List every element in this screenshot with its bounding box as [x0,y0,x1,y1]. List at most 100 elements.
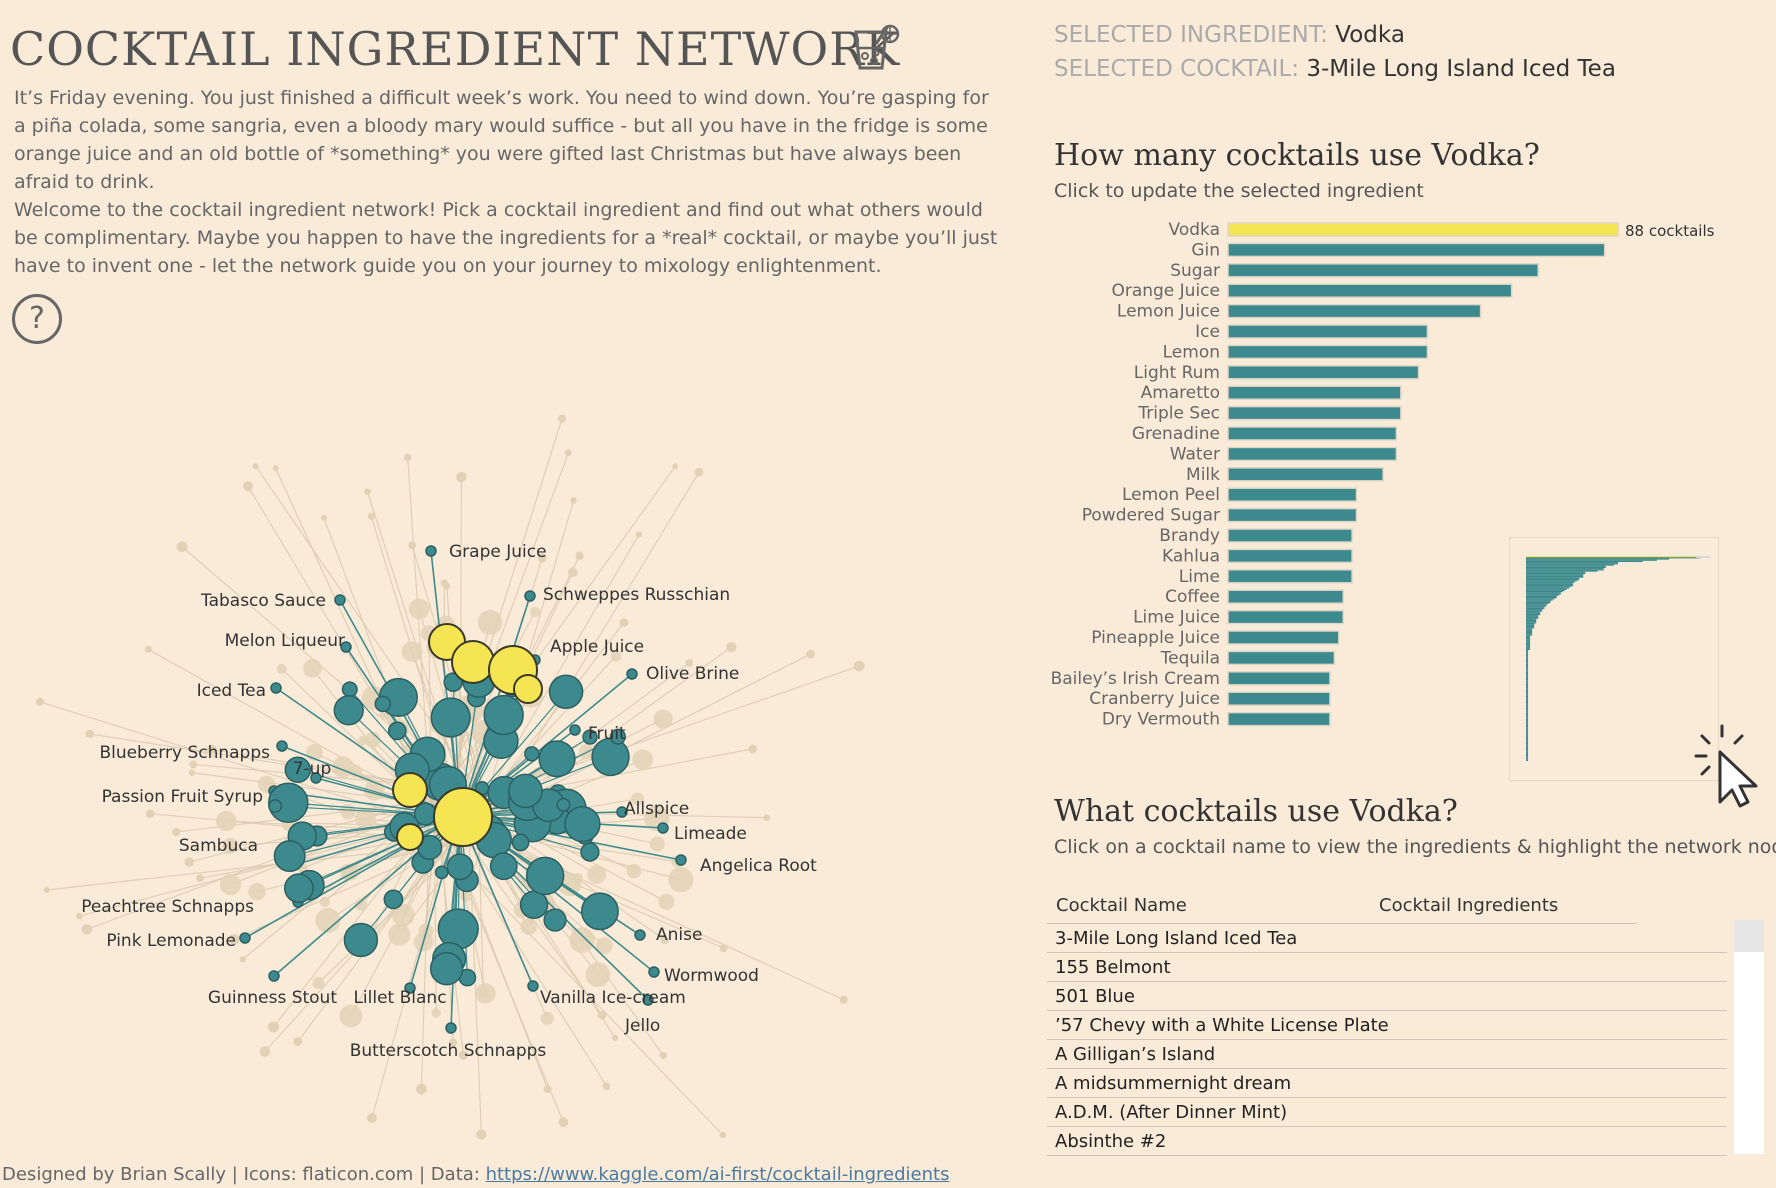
ingredient-node[interactable] [580,842,600,862]
table-row[interactable]: A.D.M. (After Dinner Mint) [1047,1098,1727,1127]
bar-24[interactable] [1227,711,1331,727]
ingredient-node[interactable] [564,805,601,843]
ingredient-overview-chart[interactable] [1509,537,1719,781]
question-circle-icon[interactable]: ? [12,294,62,344]
bar-20[interactable] [1227,630,1340,645]
selected-ingredient-node[interactable] [433,787,493,847]
bar-16[interactable] [1227,548,1353,564]
ingredient-node[interactable] [383,889,404,910]
ingredient-node[interactable] [429,951,464,986]
ingredient-node[interactable] [580,892,619,931]
ingredient-node[interactable] [333,695,364,726]
bar-2[interactable] [1227,263,1539,278]
mini-bar-138 [1526,722,1529,724]
ingredient-node[interactable] [374,695,392,713]
ingredient-node[interactable] [648,966,660,978]
ingredient-node[interactable] [616,806,628,818]
ingredient-node[interactable] [519,890,549,919]
ingredient-network[interactable]: Grape Juice Schweppes Russchian Tabasco Sa… [0,300,1000,1160]
ingredient-node[interactable] [508,773,543,809]
ingredient-node[interactable] [340,641,352,653]
bar-13[interactable] [1227,487,1358,502]
ingredient-node[interactable] [273,840,306,873]
ingredient-node[interactable] [284,756,312,783]
ingredient-node[interactable] [268,782,309,824]
ingredient-node[interactable] [404,982,416,994]
table-row[interactable]: A Gilligan’s Island [1047,1040,1727,1069]
ingredient-node[interactable] [548,674,584,710]
column-header-ingredients[interactable]: Cocktail Ingredients [1379,895,1559,916]
ingredient-node[interactable] [525,856,565,896]
bar-11[interactable] [1227,446,1398,462]
table-row[interactable]: 3-Mile Long Island Iced Tea [1047,924,1727,953]
ingredient-node[interactable] [543,908,567,932]
ingredient-node[interactable] [343,922,379,958]
bar-6[interactable] [1227,344,1429,360]
bar-1[interactable] [1227,242,1606,258]
ingredient-node[interactable] [538,740,576,778]
ingredient-node[interactable] [569,724,581,736]
ingredient-node[interactable] [268,799,283,814]
ingredient-node[interactable] [445,1022,457,1034]
bar-7[interactable] [1227,365,1420,380]
cocktail-ingredient-node[interactable] [392,772,428,808]
bar-5[interactable] [1227,324,1429,339]
bar-22[interactable] [1227,671,1331,686]
cocktail-ingredient-node[interactable] [396,823,424,851]
ingredient-node[interactable] [634,929,646,941]
ingredient-node[interactable] [239,932,251,944]
column-header-name[interactable]: Cocktail Name [1056,895,1187,916]
bar-21[interactable] [1227,650,1336,666]
ingredient-node[interactable] [434,865,449,880]
ingredient-node[interactable] [268,970,280,982]
ingredient-node[interactable] [591,737,630,777]
bar-10[interactable] [1227,426,1398,441]
table-row[interactable]: 501 Blue [1047,982,1727,1011]
ingredient-node[interactable] [527,980,539,992]
bar-8[interactable] [1227,385,1402,400]
bar-19[interactable] [1227,609,1344,625]
ingredient-node[interactable] [483,694,524,736]
table-row[interactable]: Absinthe #2 [1047,1127,1727,1156]
ingredient-node[interactable] [446,853,474,881]
ingredient-node[interactable] [270,682,282,694]
table-row[interactable]: 155 Belmont [1047,953,1727,982]
ingredient-node[interactable] [310,772,322,784]
ingredient-node[interactable] [626,668,638,680]
bar-4[interactable] [1227,303,1482,319]
data-source-link[interactable]: https://www.kaggle.com/ai-first/cocktail… [485,1164,950,1185]
cocktail-ingredient-node[interactable] [451,640,495,684]
ingredient-node[interactable] [582,729,598,745]
ingredient-node[interactable] [675,854,687,866]
bar-18[interactable] [1227,589,1344,604]
bar-14[interactable] [1227,507,1358,523]
ingredient-node[interactable] [334,594,346,606]
ingredient-node[interactable] [425,545,437,557]
ingredient-node[interactable] [524,746,540,762]
ingredient-node[interactable] [489,852,518,881]
bar-9[interactable] [1227,405,1402,421]
table-scrollbar[interactable] [1734,920,1764,1154]
ingredient-node[interactable] [657,822,669,834]
bar-0[interactable] [1227,222,1619,237]
ingredient-node[interactable] [642,994,654,1006]
ingredient-node[interactable] [387,721,407,741]
table-scrollbar-thumb[interactable] [1734,920,1764,952]
bar-23[interactable] [1227,691,1331,706]
ingredient-node[interactable] [284,873,314,904]
ingredient-node[interactable] [524,590,536,602]
ingredient-node[interactable] [511,833,530,852]
table-row[interactable]: ’57 Chevy with a White License Plate [1047,1011,1727,1040]
ingredient-node[interactable] [276,740,288,752]
bar-12[interactable] [1227,467,1384,482]
ingredient-node[interactable] [609,728,626,745]
bar-17[interactable] [1227,569,1353,584]
table-row[interactable]: A midsummernight dream [1047,1069,1727,1098]
bar-15[interactable] [1227,528,1353,543]
ingredient-node[interactable] [430,697,471,738]
ingredient-node[interactable] [556,797,571,812]
cocktail-ingredient-node[interactable] [513,674,543,704]
ingredient-node[interactable] [341,681,358,698]
bar-3[interactable] [1227,283,1513,298]
